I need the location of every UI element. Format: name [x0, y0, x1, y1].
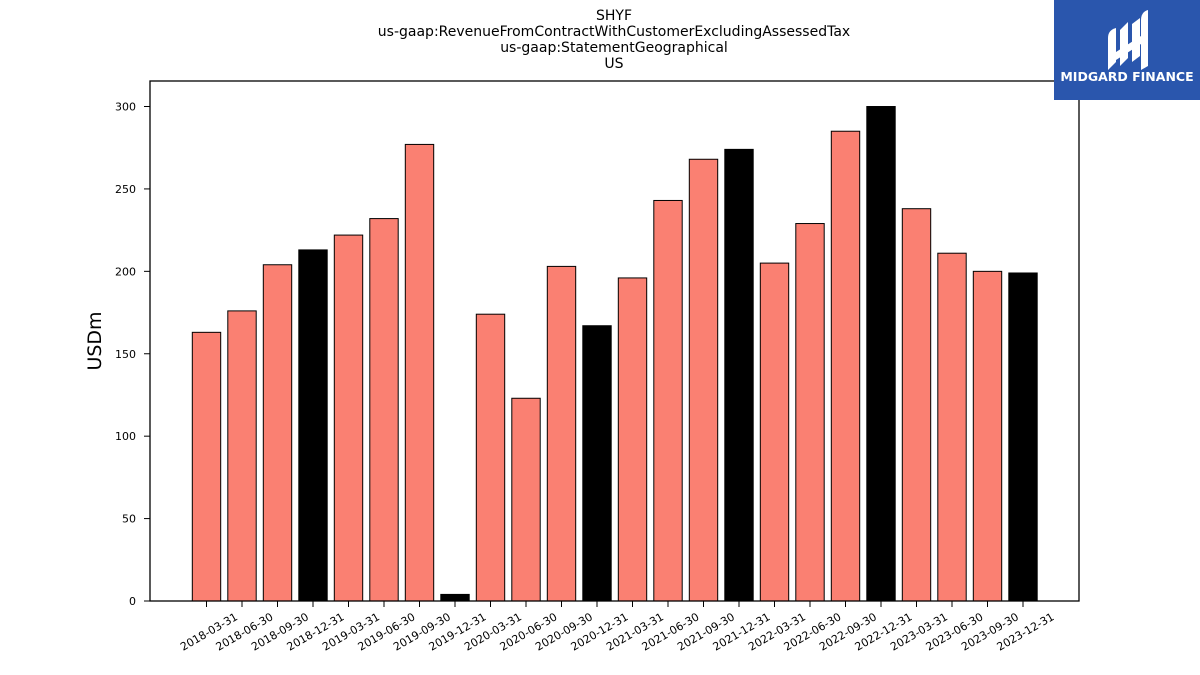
bar-2022-03-31 [759, 262, 790, 602]
chart-title-line-3: us-gaap:StatementGeographical [500, 40, 728, 56]
bar-2018-03-31 [191, 331, 222, 602]
bar-2020-03-31 [475, 313, 506, 602]
y-tick-label-0: 0 [129, 595, 136, 608]
logo-text: MIDGARD FINANCE [1060, 69, 1193, 84]
y-tick-label-100: 100 [115, 430, 136, 443]
bar-2022-12-31 [866, 106, 896, 602]
y-tick-label-250: 250 [115, 183, 136, 196]
y-tick-label-300: 300 [115, 101, 136, 114]
chart-title: SHYF us-gaap:RevenueFromContractWithCust… [378, 8, 850, 72]
chart-title-line-4: US [604, 56, 623, 72]
chart-title-line-1: SHYF [596, 8, 632, 24]
y-tick-label-200: 200 [115, 265, 136, 278]
midgard-logo-icon [1108, 10, 1148, 70]
bar-2018-12-31 [298, 249, 328, 602]
bar-2023-12-31 [1008, 272, 1038, 602]
bar-2023-09-30 [972, 270, 1003, 602]
bar-2021-03-31 [617, 277, 648, 602]
x-axis: 2018-03-312018-06-302018-09-302018-12-31… [178, 601, 1057, 654]
bar-2018-09-30 [262, 264, 293, 602]
chart-title-line-2: us-gaap:RevenueFromContractWithCustomerE… [378, 24, 850, 40]
bar-2020-12-31 [582, 325, 612, 602]
bar-2023-03-31 [901, 208, 932, 602]
bar-2019-06-30 [369, 218, 399, 602]
y-tick-label-150: 150 [115, 348, 136, 361]
midgard-finance-logo: MIDGARD FINANCE [1054, 0, 1200, 100]
bar-2020-09-30 [546, 265, 577, 602]
bar-2022-09-30 [830, 130, 861, 602]
bar-2019-09-30 [404, 143, 435, 602]
plot-frame [149, 80, 1080, 602]
bar-2023-06-30 [937, 252, 967, 602]
bars-group [191, 106, 1038, 602]
bar-2020-06-30 [511, 397, 541, 602]
y-tick-label-50: 50 [122, 513, 136, 526]
bar-2018-06-30 [227, 310, 257, 602]
y-axis-label: USDm [84, 311, 106, 370]
bar-2019-12-31 [440, 593, 470, 602]
y-axis: 0 50 100 150 200 250 300 [115, 101, 150, 608]
bar-2019-03-31 [333, 234, 364, 602]
bar-2022-06-30 [795, 223, 825, 602]
bar-2021-06-30 [653, 199, 683, 602]
bar-2021-09-30 [688, 158, 719, 602]
bar-2021-12-31 [724, 148, 754, 602]
